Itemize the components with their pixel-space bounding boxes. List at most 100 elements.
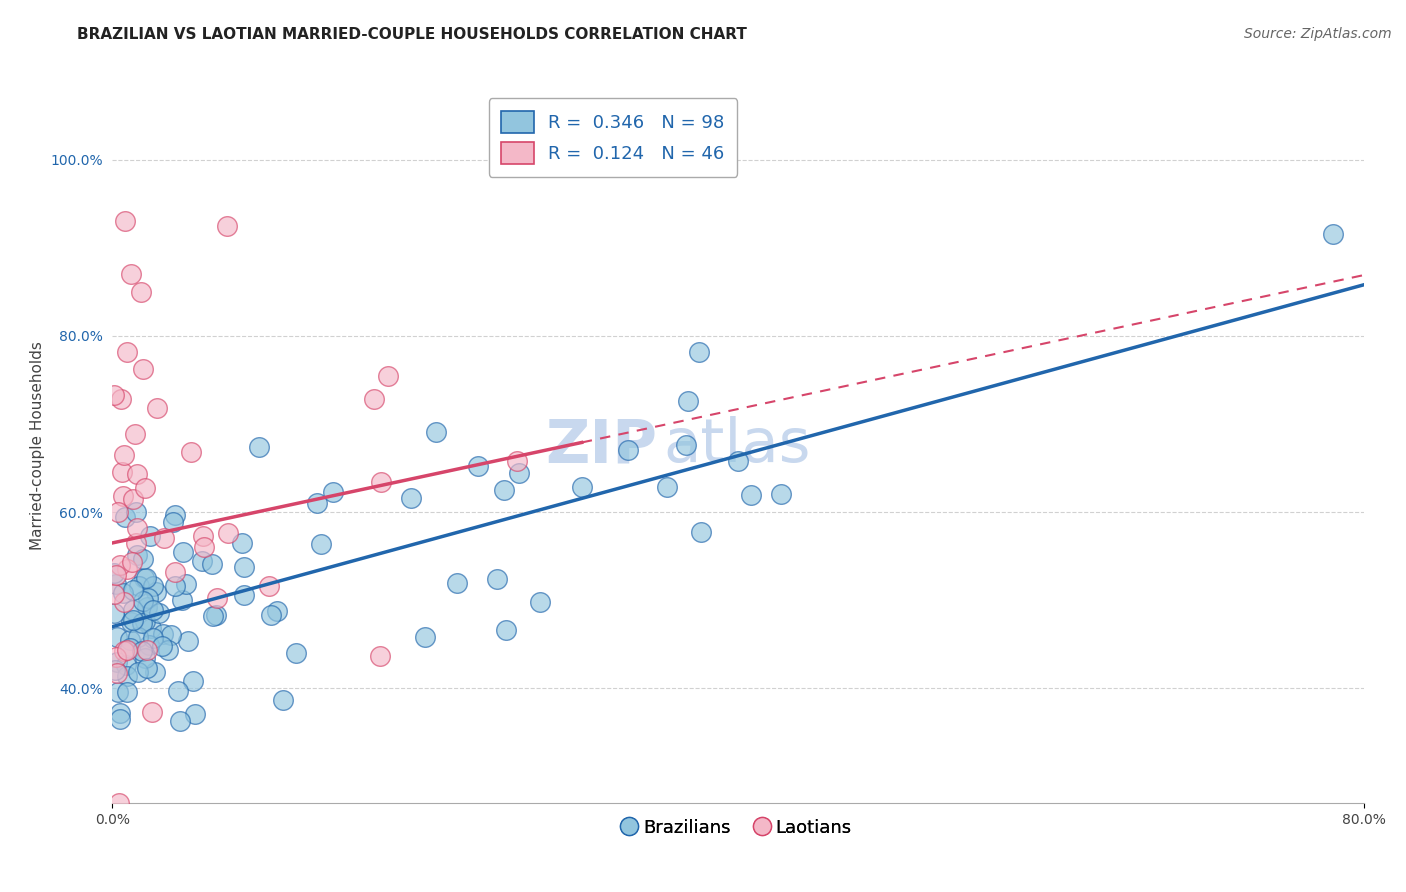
Point xyxy=(136,591,159,606)
Point xyxy=(115,643,138,657)
Point xyxy=(148,606,170,620)
Point xyxy=(285,646,308,660)
Point xyxy=(120,641,142,656)
Point xyxy=(740,488,762,502)
Point xyxy=(136,600,159,615)
Point xyxy=(131,616,153,631)
Point xyxy=(1322,227,1344,242)
Point xyxy=(142,578,165,592)
Point xyxy=(107,506,129,520)
Point xyxy=(201,558,224,572)
Point xyxy=(129,285,152,299)
Point xyxy=(163,508,186,523)
Point xyxy=(322,484,344,499)
Point xyxy=(139,529,162,543)
Point xyxy=(247,440,270,454)
Point xyxy=(467,459,489,474)
Point xyxy=(676,393,699,408)
Point xyxy=(118,633,141,648)
Point xyxy=(110,706,132,721)
Point xyxy=(110,392,132,406)
Point xyxy=(127,665,149,679)
Text: ZIP: ZIP xyxy=(544,417,657,475)
Point xyxy=(103,587,125,601)
Point xyxy=(134,650,156,665)
Point xyxy=(727,454,749,468)
Point xyxy=(142,631,165,645)
Point xyxy=(401,491,423,505)
Point xyxy=(156,642,179,657)
Point xyxy=(105,567,128,582)
Point xyxy=(125,505,148,519)
Point xyxy=(121,613,143,627)
Point xyxy=(139,621,162,635)
Point xyxy=(114,657,136,672)
Point xyxy=(114,510,136,524)
Point xyxy=(655,480,678,494)
Point xyxy=(134,481,156,495)
Point xyxy=(125,536,148,550)
Point xyxy=(131,644,153,658)
Point xyxy=(104,663,127,677)
Point xyxy=(103,566,125,580)
Point xyxy=(108,796,131,810)
Point xyxy=(111,489,134,503)
Point xyxy=(112,595,135,609)
Point xyxy=(122,603,145,617)
Point xyxy=(190,554,212,568)
Point xyxy=(115,344,138,359)
Point xyxy=(529,595,551,609)
Point xyxy=(571,479,593,493)
Point xyxy=(103,606,125,620)
Point xyxy=(165,579,187,593)
Point xyxy=(425,425,447,440)
Point xyxy=(143,665,166,679)
Point xyxy=(125,521,148,535)
Point xyxy=(193,540,215,554)
Point xyxy=(233,588,256,602)
Point xyxy=(132,594,155,608)
Point xyxy=(152,627,174,641)
Point xyxy=(368,648,391,663)
Point xyxy=(266,604,288,618)
Point xyxy=(120,615,142,630)
Point xyxy=(675,437,697,451)
Point xyxy=(165,566,187,580)
Point xyxy=(115,562,138,576)
Point xyxy=(202,609,225,624)
Point xyxy=(136,661,159,675)
Point xyxy=(204,608,226,623)
Point xyxy=(105,665,128,680)
Point xyxy=(172,545,194,559)
Point xyxy=(124,427,146,442)
Point xyxy=(193,529,215,543)
Point xyxy=(111,465,134,479)
Text: atlas: atlas xyxy=(664,417,811,475)
Point xyxy=(150,639,173,653)
Point xyxy=(127,631,149,645)
Point xyxy=(446,576,468,591)
Point xyxy=(184,706,207,721)
Point xyxy=(115,669,138,683)
Point xyxy=(127,548,149,562)
Legend: Brazilians, Laotians: Brazilians, Laotians xyxy=(617,812,859,844)
Point xyxy=(105,650,128,665)
Point xyxy=(231,536,253,550)
Point xyxy=(176,577,198,591)
Point xyxy=(120,267,142,281)
Point xyxy=(112,448,135,462)
Point xyxy=(689,524,711,539)
Point xyxy=(370,475,392,489)
Point xyxy=(617,442,640,457)
Point xyxy=(105,630,128,644)
Point xyxy=(107,684,129,698)
Point xyxy=(134,614,156,628)
Point xyxy=(146,401,169,416)
Point xyxy=(506,453,529,467)
Point xyxy=(108,558,131,573)
Point xyxy=(121,555,143,569)
Point xyxy=(145,584,167,599)
Point xyxy=(141,705,163,719)
Point xyxy=(121,583,143,598)
Point xyxy=(169,714,191,728)
